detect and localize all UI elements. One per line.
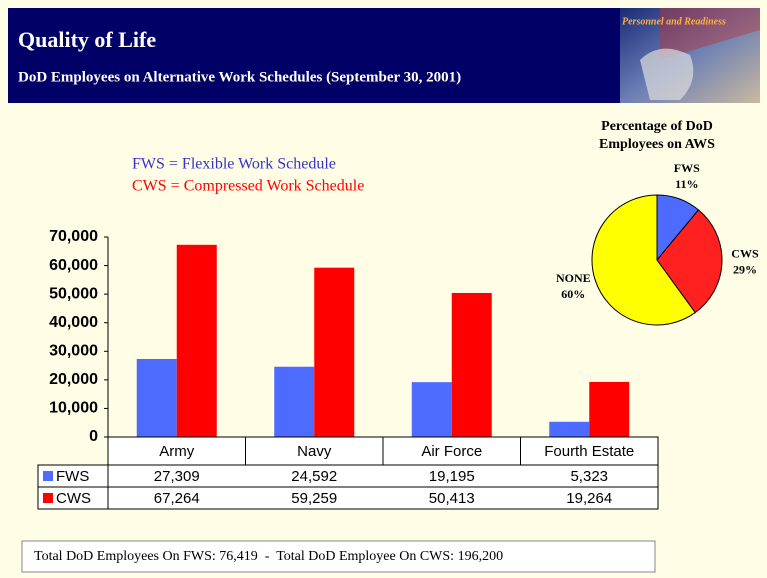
table-value: 27,309 — [154, 468, 200, 485]
pie-label: NONE — [556, 271, 591, 285]
y-tick-label: 50,000 — [49, 285, 98, 302]
header-band — [8, 8, 620, 103]
legend-label: FWS — [56, 468, 89, 485]
pie-label: FWS — [674, 161, 700, 175]
y-tick-label: 60,000 — [49, 257, 98, 274]
legend-swatch — [43, 493, 53, 503]
logo-text: Personnel and Readiness — [622, 16, 726, 27]
x-tick-label: Fourth Estate — [544, 443, 634, 460]
bar — [549, 421, 590, 437]
bar — [176, 244, 217, 437]
logo-eagle — [640, 48, 694, 100]
bar — [314, 267, 355, 437]
pie-value-label: 29% — [733, 263, 757, 277]
table-value: 24,592 — [291, 468, 337, 485]
pie-value-label: 11% — [675, 177, 698, 191]
x-tick-label: Air Force — [421, 443, 482, 460]
table-row — [37, 464, 659, 488]
pie-slice — [656, 209, 723, 314]
y-tick-label: 10,000 — [49, 400, 98, 417]
bar — [589, 381, 630, 437]
y-tick-label: 70,000 — [49, 228, 98, 245]
y-tick-label: 40,000 — [49, 314, 98, 331]
legend-label: CWS — [56, 490, 91, 507]
table-value: 59,259 — [291, 490, 337, 507]
pie-title: Percentage of DoD Employees on AWS — [599, 119, 715, 152]
x-tick-label: Navy — [297, 443, 332, 460]
y-tick-label: 20,000 — [49, 371, 98, 388]
y-tick-label: 0 — [89, 428, 98, 445]
table-value: 19,264 — [566, 490, 612, 507]
x-tick-label: Army — [159, 443, 194, 460]
bar — [451, 292, 492, 437]
y-tick-label: 30,000 — [49, 343, 98, 360]
table-value: 19,195 — [429, 468, 475, 485]
pie-value-label: 60% — [561, 287, 585, 301]
subtitle: DoD Employees on Alternative Work Schedu… — [18, 69, 461, 85]
bar — [274, 366, 315, 437]
annotation: FWS = Flexible Work Schedule — [132, 156, 336, 173]
pie-label: CWS — [731, 247, 759, 261]
bar — [136, 358, 177, 437]
legend-swatch — [43, 471, 53, 481]
table-value: 67,264 — [154, 490, 200, 507]
logo-stripe — [660, 8, 760, 60]
pie-slice — [591, 194, 696, 326]
bar — [411, 382, 452, 437]
footer: Total DoD Employees On FWS: 76,419 - Tot… — [34, 549, 503, 564]
annotation: CWS = Compressed Work Schedule — [132, 178, 364, 195]
table-value: 50,413 — [429, 490, 475, 507]
footer-box — [21, 540, 656, 573]
table-value: 5,323 — [570, 468, 608, 485]
title: Quality of Life — [18, 27, 156, 52]
table-row — [37, 486, 659, 510]
